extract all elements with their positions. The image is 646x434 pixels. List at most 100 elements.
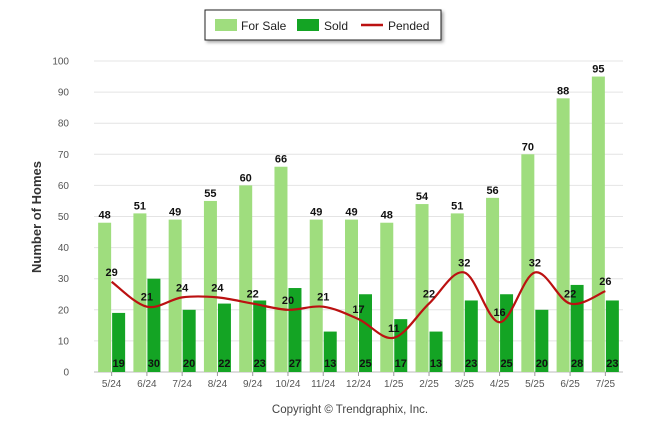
sold-bar — [429, 331, 443, 372]
for-sale-bar — [380, 222, 394, 372]
pended-value-label: 21 — [317, 292, 329, 304]
for-sale-value-label: 88 — [557, 85, 569, 97]
sold-value-label: 13 — [430, 358, 442, 370]
sold-value-label: 22 — [218, 358, 230, 370]
x-tick-label: 1/25 — [384, 379, 404, 390]
sold-value-label: 30 — [148, 358, 160, 370]
sold-bar — [147, 278, 161, 372]
pended-line — [110, 271, 606, 340]
x-tick-label: 3/25 — [455, 379, 475, 390]
legend-sold-label: Sold — [324, 19, 348, 33]
x-tick-label: 6/25 — [560, 379, 580, 390]
sold-value-label: 23 — [465, 358, 477, 370]
y-tick-label: 10 — [58, 336, 70, 347]
for-sale-value-label: 56 — [486, 185, 498, 197]
sold-bar — [570, 284, 584, 372]
for-sale-bar — [450, 213, 464, 372]
for-sale-value-label: 51 — [134, 200, 146, 212]
x-tick-label: 11/24 — [311, 379, 336, 390]
pended-value-label: 22 — [423, 289, 435, 301]
copyright-credit: Copyright © Trendgraphix, Inc. — [272, 404, 428, 416]
for-sale-value-label: 48 — [381, 210, 393, 222]
for-sale-bar — [591, 76, 605, 373]
pended-value-label: 11 — [388, 323, 400, 335]
legend-sold-swatch — [297, 19, 319, 31]
x-tick-label: 8/24 — [208, 379, 228, 390]
for-sale-bar — [203, 200, 217, 372]
pended-value-label: 24 — [176, 282, 189, 294]
for-sale-bar — [168, 219, 182, 372]
x-axis: 5/24 6/24 7/24 8/24 9/24 10/24 11/24 12/24 1/25 2… — [102, 372, 616, 390]
y-tick-label: 90 — [58, 88, 70, 99]
bar-series — [98, 76, 619, 373]
x-tick-label: 7/25 — [596, 379, 616, 390]
sold-bar — [182, 309, 196, 372]
pended-series — [110, 271, 606, 340]
pended-value-label: 22 — [247, 289, 259, 301]
pended-value-label: 26 — [599, 276, 611, 288]
pended-value-label: 32 — [458, 257, 470, 269]
for-sale-value-label: 95 — [592, 64, 604, 76]
sold-bar — [323, 331, 337, 372]
y-tick-label: 50 — [58, 212, 70, 223]
sold-value-label: 23 — [254, 358, 266, 370]
sold-value-label: 25 — [500, 358, 512, 370]
sold-value-label: 19 — [113, 358, 125, 370]
for-sale-value-label: 51 — [451, 200, 463, 212]
legend-for-sale-swatch — [215, 19, 237, 31]
for-sale-bar — [98, 222, 112, 372]
pended-value-label: 29 — [106, 267, 118, 279]
y-tick-label: 40 — [58, 243, 70, 254]
y-tick-label: 20 — [58, 305, 70, 316]
for-sale-bar — [133, 213, 147, 372]
x-tick-label: 9/24 — [243, 379, 263, 390]
for-sale-value-label: 49 — [310, 207, 322, 219]
for-sale-bar — [521, 154, 535, 372]
sold-bar — [605, 300, 619, 372]
x-tick-label: 10/24 — [275, 379, 300, 390]
data-labels: 48 19 29 51 30 21 49 20 24 55 22 24 60 23 22 66 27 20 49 13… — [99, 64, 619, 370]
sold-value-label: 17 — [395, 358, 407, 370]
y-axis: 0 10 20 30 40 50 60 70 80 90 100 — [52, 57, 69, 379]
sold-bar — [217, 303, 231, 372]
y-tick-label: 100 — [52, 57, 69, 68]
y-tick-label: 30 — [58, 274, 70, 285]
sold-value-label: 25 — [359, 358, 371, 370]
for-sale-value-label: 49 — [345, 207, 357, 219]
sold-value-label: 28 — [571, 358, 583, 370]
sold-value-label: 27 — [289, 358, 301, 370]
pended-value-label: 24 — [211, 282, 224, 294]
pended-value-label: 22 — [564, 289, 576, 301]
sold-bar — [253, 300, 267, 372]
y-tick-label: 70 — [58, 150, 70, 161]
for-sale-bar — [309, 219, 323, 372]
sold-value-label: 20 — [536, 358, 548, 370]
pended-value-label: 16 — [493, 307, 505, 319]
sold-bar — [464, 300, 478, 372]
y-tick-label: 80 — [58, 119, 70, 130]
x-tick-label: 7/24 — [172, 379, 192, 390]
for-sale-bar — [486, 197, 500, 372]
pended-value-label: 21 — [141, 292, 153, 304]
x-tick-label: 2/25 — [419, 379, 439, 390]
sold-bar — [359, 294, 372, 372]
sold-value-label: 23 — [606, 358, 618, 370]
legend-for-sale-label: For Sale — [241, 19, 287, 33]
legend-box — [204, 9, 442, 41]
sold-value-label: 20 — [183, 358, 195, 370]
for-sale-value-label: 70 — [522, 141, 534, 153]
pended-value-label: 20 — [282, 295, 294, 307]
legend-pended-label: Pended — [388, 19, 429, 33]
y-tick-label: 0 — [63, 368, 69, 379]
for-sale-bar — [274, 166, 288, 372]
for-sale-bar — [239, 185, 253, 372]
x-tick-label: 6/24 — [137, 379, 157, 390]
for-sale-value-label: 49 — [169, 207, 181, 219]
for-sale-value-label: 54 — [416, 191, 429, 203]
x-tick-label: 4/25 — [490, 379, 510, 390]
for-sale-bar — [345, 219, 358, 372]
x-tick-label: 5/24 — [102, 379, 122, 390]
x-tick-label: 12/24 — [346, 379, 371, 390]
